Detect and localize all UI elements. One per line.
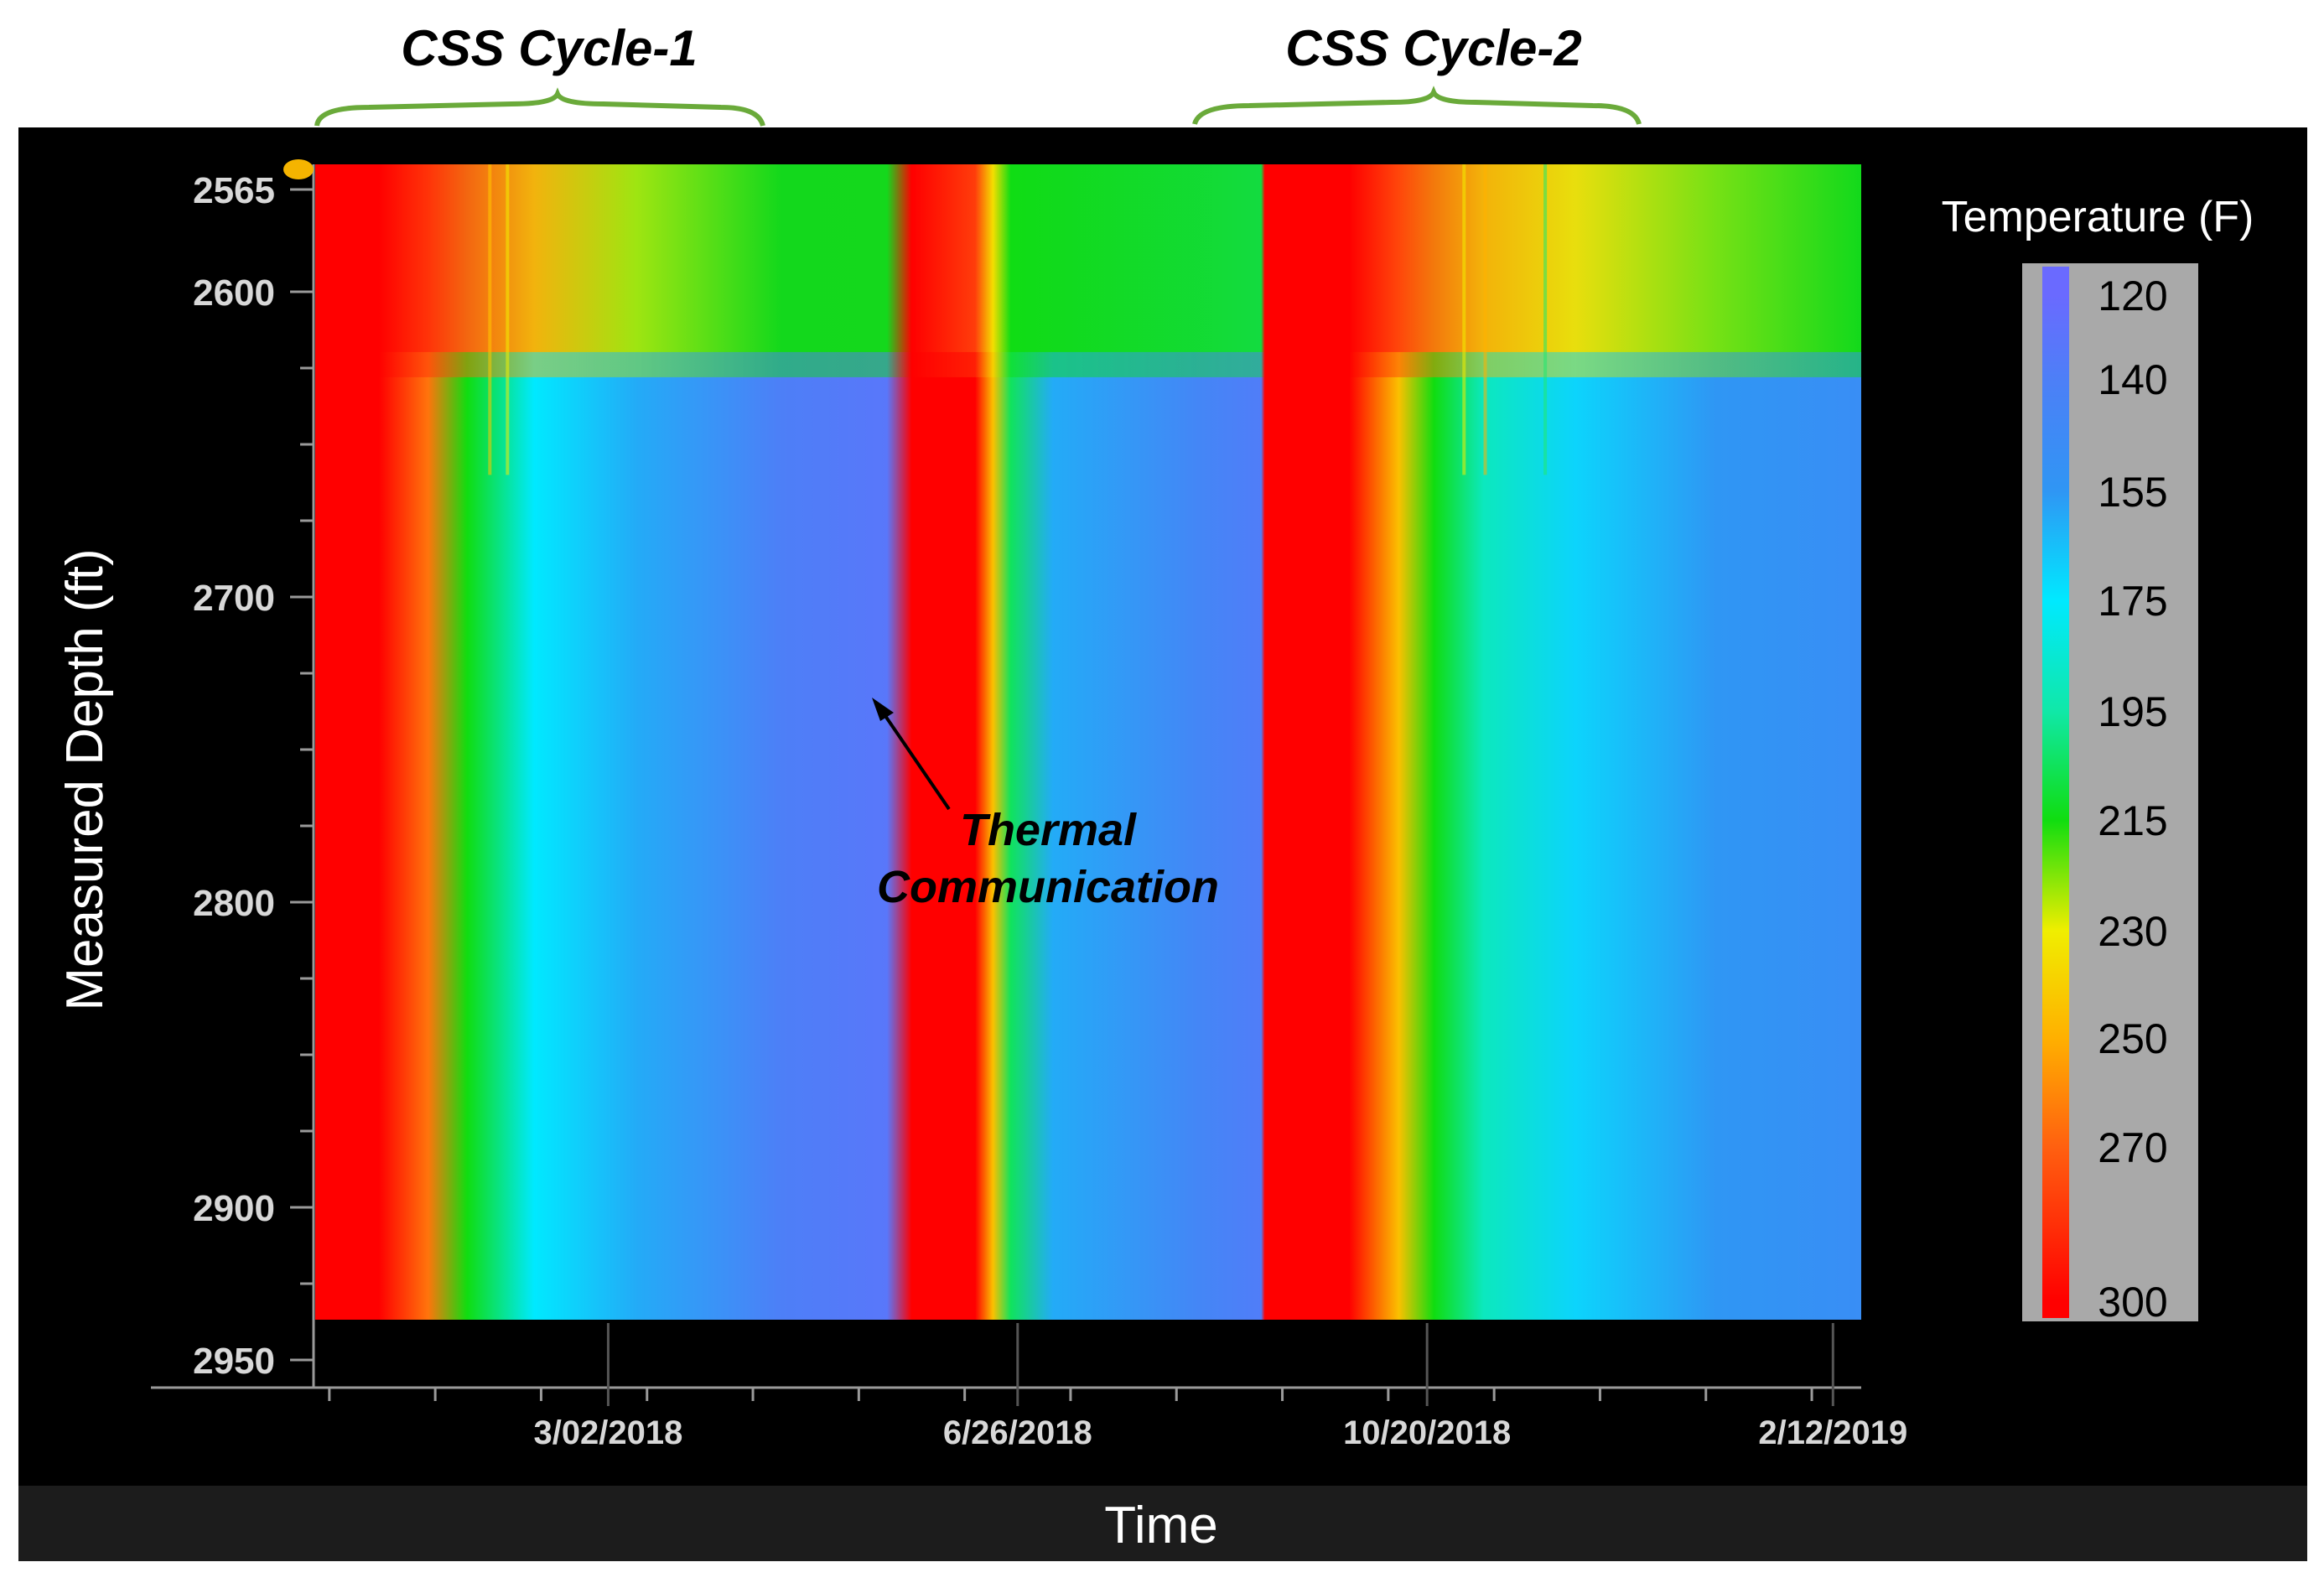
colorbar-title: Temperature (F): [1942, 193, 2254, 241]
heatmap: [315, 164, 1861, 1320]
heatmap-streak: [1543, 164, 1548, 475]
thermal-arrow-line: [880, 709, 951, 811]
y-tick-label: 2800: [193, 883, 275, 924]
colorbar-tick-label: 300: [2098, 1279, 2167, 1326]
colorbar-tick-label: 270: [2098, 1124, 2167, 1171]
colorbar-tick-label: 195: [2098, 688, 2167, 735]
thermal-arrow-head: [872, 698, 894, 721]
x-axis-label: Time: [1104, 1497, 1217, 1554]
y-tick-label: 2600: [193, 272, 275, 314]
colorbar-tick-label: 140: [2098, 356, 2167, 403]
depth-marker-dot: [283, 159, 314, 179]
x-tick-label: 10/20/2018: [1343, 1414, 1511, 1451]
colorbar-tick-label: 230: [2098, 908, 2167, 955]
colorbar-tick-label: 155: [2098, 469, 2167, 516]
axis-label-band: [18, 1486, 2307, 1561]
heatmap-streak: [1483, 164, 1487, 475]
cycle1-title: CSS Cycle-1: [401, 20, 698, 76]
y-tick-label: 2700: [193, 578, 275, 619]
x-tick-label: 3/02/2018: [533, 1414, 682, 1451]
y-tick-label: 2565: [193, 170, 275, 211]
cycle2-title: CSS Cycle-2: [1285, 20, 1582, 76]
thermal-label-line1: Thermal: [960, 805, 1137, 855]
colorbar-strip: [2042, 267, 2069, 1318]
heatmap-streak: [506, 164, 510, 475]
colorbar-tick-label: 175: [2098, 578, 2167, 625]
heatmap-streak: [488, 164, 492, 475]
colorbar-tick-label: 250: [2098, 1015, 2167, 1062]
x-axis: 3/02/2018 6/26/2018 10/20/2018 2/12/2019: [151, 1323, 1907, 1451]
colorbar-tick-label: 120: [2098, 272, 2167, 319]
colorbar-ticks: 120 140 155 175 195 215 230 250 270 300: [2098, 272, 2167, 1326]
x-tick-label: 6/26/2018: [943, 1414, 1092, 1451]
heatmap-top-zone: [315, 164, 1861, 377]
y-tick-label: 2900: [193, 1188, 275, 1229]
cycle2-bracket: [1192, 86, 1642, 126]
heatmap-streak: [1462, 164, 1466, 475]
y-tick-label: 2950: [193, 1341, 275, 1382]
thermal-label-line2: Communication: [877, 862, 1219, 912]
heatmap-top-blend: [315, 351, 1861, 402]
y-axis: 2565 2600 2700 2800 2900 2950: [193, 159, 315, 1388]
y-axis-label: Measured Depth (ft): [56, 548, 114, 1010]
x-tick-label: 2/12/2019: [1758, 1414, 1907, 1451]
cycle1-bracket: [314, 87, 765, 127]
colorbar-tick-label: 215: [2098, 797, 2167, 844]
